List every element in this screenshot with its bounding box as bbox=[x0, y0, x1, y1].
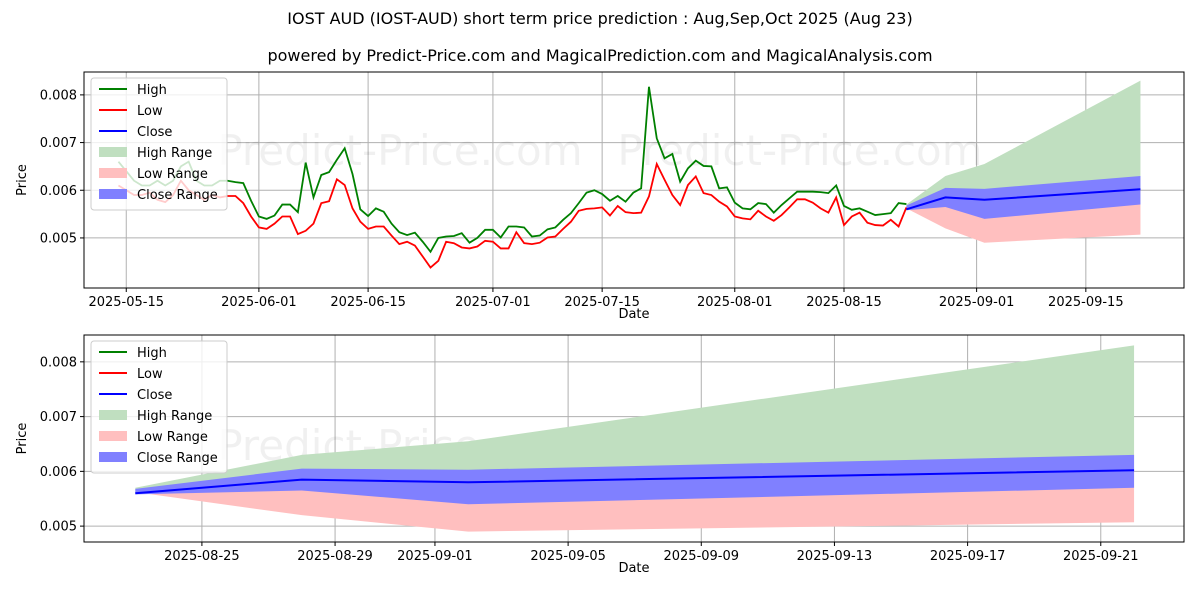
x-tick-label: 2025-09-13 bbox=[797, 549, 873, 564]
close-line bbox=[906, 188, 1141, 211]
x-tick-label: 2025-09-15 bbox=[1048, 295, 1124, 310]
x-tick-label: 2025-07-01 bbox=[455, 295, 531, 310]
legend-label: High bbox=[137, 83, 167, 98]
plot-area bbox=[135, 345, 1135, 532]
y-axis-label: Price bbox=[15, 164, 30, 196]
x-tick-label: 2025-09-21 bbox=[1063, 549, 1139, 564]
legend-label: Low bbox=[137, 367, 163, 382]
x-tick-label: 2025-08-29 bbox=[297, 549, 373, 564]
watermark: Predict-Price.com bbox=[217, 126, 582, 175]
chart-title: IOST AUD (IOST-AUD) short term price pre… bbox=[287, 9, 913, 28]
legend-label: High Range bbox=[137, 409, 212, 424]
x-tick-label: 2025-05-15 bbox=[88, 295, 164, 310]
high-range-area bbox=[135, 345, 1135, 494]
x-tick-label: 2025-06-15 bbox=[330, 295, 406, 310]
y-tick-label: 0.007 bbox=[40, 410, 77, 425]
legend-label: High Range bbox=[137, 146, 212, 161]
y-tick-label: 0.005 bbox=[40, 520, 77, 535]
legend-label: Low Range bbox=[137, 430, 208, 445]
legend-label: Close Range bbox=[137, 188, 218, 203]
legend-swatch-close-range bbox=[99, 452, 127, 462]
legend-swatch-close-range bbox=[99, 189, 127, 199]
y-tick-label: 0.006 bbox=[40, 184, 77, 199]
y-tick-label: 0.005 bbox=[40, 231, 77, 246]
legend: High Low Close High Range Low Range Close Ran… bbox=[90, 340, 228, 474]
legend-swatch-low-range bbox=[99, 431, 127, 441]
x-tick-label: 2025-09-01 bbox=[939, 295, 1015, 310]
plot-area bbox=[117, 80, 1141, 269]
close-line bbox=[135, 469, 1135, 495]
x-tick-label: 2025-09-17 bbox=[930, 549, 1006, 564]
y-axis-label: Price bbox=[15, 423, 30, 455]
x-tick-label: 2025-06-01 bbox=[221, 295, 297, 310]
legend-label: Close Range bbox=[137, 451, 218, 466]
watermark: Predict-Price.com bbox=[617, 126, 982, 175]
x-tick-label: 2025-08-01 bbox=[697, 295, 773, 310]
x-tick-label: 2025-09-09 bbox=[663, 549, 739, 564]
legend-label: Low bbox=[137, 104, 163, 119]
low-line bbox=[117, 161, 908, 269]
axes-frame bbox=[83, 71, 1185, 289]
y-tick-label: 0.007 bbox=[40, 136, 77, 151]
legend-swatch-high-range bbox=[99, 147, 127, 157]
x-tick-label: 2025-08-15 bbox=[806, 295, 882, 310]
high-line bbox=[117, 86, 907, 254]
x-tick-label: 2025-09-05 bbox=[530, 549, 606, 564]
y-tick-label: 0.006 bbox=[40, 465, 77, 480]
legend-label: High bbox=[137, 346, 167, 361]
legend-label: Low Range bbox=[137, 167, 208, 182]
legend: High Low Close High Range Low Range Close Ran… bbox=[90, 77, 228, 211]
legend-swatch-high-range bbox=[99, 410, 127, 420]
y-tick-label: 0.008 bbox=[40, 88, 77, 103]
x-axis-label: Date bbox=[618, 307, 649, 322]
y-tick-label: 0.008 bbox=[40, 355, 77, 370]
legend-label: Close bbox=[137, 125, 172, 140]
x-tick-label: 2025-07-15 bbox=[564, 295, 640, 310]
high-range-area bbox=[906, 80, 1141, 210]
x-tick-label: 2025-09-01 bbox=[397, 549, 473, 564]
chart-1: 0.005 0.006 0.007 0.008 2025-05-15 2025-06-01… bbox=[15, 71, 1185, 322]
legend-label: Close bbox=[137, 388, 172, 403]
x-axis-label: Date bbox=[618, 561, 649, 576]
x-tick-label: 2025-08-25 bbox=[164, 549, 240, 564]
axes-frame bbox=[83, 334, 1185, 543]
chart-2: 0.005 0.006 0.007 0.008 2025-08-25 2025-08-29… bbox=[15, 334, 1185, 576]
chart-subtitle: powered by Predict-Price.com and Magical… bbox=[267, 46, 933, 65]
legend-swatch-low-range bbox=[99, 168, 127, 178]
